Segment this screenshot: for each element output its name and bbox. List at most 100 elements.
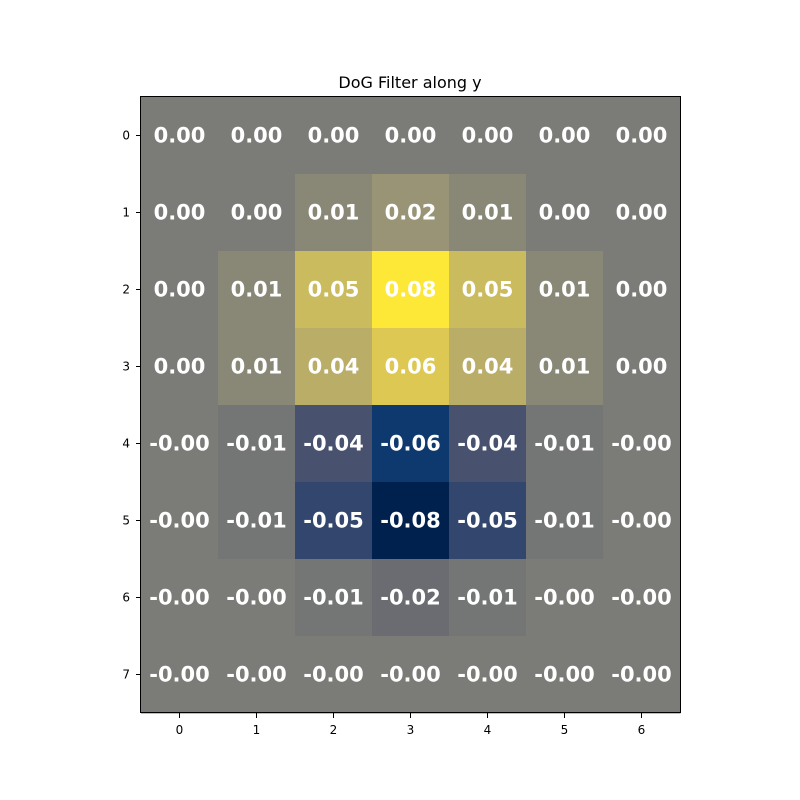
cell-value-label: 0.00: [154, 124, 206, 148]
cell-value-label: -0.00: [149, 432, 210, 456]
heatmap-cell: [372, 251, 450, 329]
heatmap-cell: [526, 482, 604, 560]
cell-value-label: 0.00: [462, 124, 514, 148]
cell-value-label: 0.01: [539, 355, 591, 379]
cell-value-label: -0.01: [534, 509, 595, 533]
x-tick-label: 4: [484, 723, 492, 737]
heatmap-cell: [295, 636, 373, 714]
heatmap-cell: [526, 405, 604, 483]
heatmap-cell: [372, 405, 450, 483]
heatmap-cell: [449, 251, 527, 329]
heatmap-cell: [603, 405, 681, 483]
heatmap-cell: [372, 482, 450, 560]
heatmap-cell: [295, 174, 373, 252]
x-axis: 0 1 2 3 4 5 6: [176, 713, 645, 737]
cell-value-label: -0.04: [303, 432, 364, 456]
heatmap-cell: [526, 559, 604, 637]
heatmap-cell: [218, 482, 296, 560]
cell-value-label: -0.05: [457, 509, 518, 533]
heatmap-cell: [372, 328, 450, 406]
heatmap-cell: [603, 174, 681, 252]
heatmap-cell: [295, 251, 373, 329]
heatmap-cell: [141, 251, 219, 329]
y-tick-label: 5: [122, 514, 130, 528]
cell-value-label: 0.00: [154, 278, 206, 302]
heatmap-cell: [526, 251, 604, 329]
heatmap-cell: [295, 405, 373, 483]
cell-value-label: 0.00: [154, 201, 206, 225]
heatmap-cell: [295, 97, 373, 175]
heatmap-cells: [141, 97, 681, 714]
heatmap-cell: [526, 636, 604, 714]
cell-value-label: -0.01: [226, 432, 287, 456]
cell-value-label: 0.08: [385, 278, 437, 302]
y-tick-label: 4: [122, 437, 130, 451]
y-tick-label: 7: [122, 668, 130, 682]
cell-value-label: 0.04: [462, 355, 514, 379]
heatmap-cell: [372, 559, 450, 637]
cell-value-label: 0.05: [462, 278, 514, 302]
x-tick-label: 2: [330, 723, 338, 737]
cell-value-label: -0.00: [611, 586, 672, 610]
cell-value-label: 0.01: [462, 201, 514, 225]
heatmap-cell: [218, 328, 296, 406]
heatmap-cell: [603, 97, 681, 175]
cell-value-label: 0.01: [539, 278, 591, 302]
cell-value-label: 0.00: [231, 124, 283, 148]
heatmap-cell: [449, 174, 527, 252]
heatmap-cell: [603, 482, 681, 560]
heatmap-cell: [141, 97, 219, 175]
heatmap-cell: [141, 636, 219, 714]
heatmap-cell: [218, 174, 296, 252]
heatmap-cell: [218, 405, 296, 483]
cell-value-label: -0.02: [380, 586, 441, 610]
heatmap-cell: [218, 251, 296, 329]
heatmap-cell: [218, 97, 296, 175]
cell-value-label: 0.01: [231, 355, 283, 379]
cell-value-label: 0.00: [616, 355, 668, 379]
cell-value-label: -0.08: [380, 509, 441, 533]
cell-value-label: -0.00: [611, 663, 672, 687]
heatmap-cell-labels: 0.00 0.00 0.00 0.00 0.00 0.00 0.00 0.00 0.00 0.01…: [149, 124, 672, 687]
x-tick-label: 1: [253, 723, 261, 737]
heatmap-cell: [141, 559, 219, 637]
cell-value-label: -0.00: [380, 663, 441, 687]
heatmap-cell: [141, 174, 219, 252]
heatmap-cell: [603, 636, 681, 714]
heatmap-cell: [141, 405, 219, 483]
cell-value-label: -0.05: [303, 509, 364, 533]
heatmap-cell: [526, 328, 604, 406]
heatmap-cell: [295, 482, 373, 560]
cell-value-label: 0.00: [385, 124, 437, 148]
plot-frame: [140, 96, 681, 713]
cell-value-label: -0.00: [611, 509, 672, 533]
heatmap-cell: [603, 559, 681, 637]
cell-value-label: 0.00: [616, 278, 668, 302]
heatmap-cell: [449, 559, 527, 637]
cell-value-label: 0.01: [231, 278, 283, 302]
cell-value-label: -0.06: [380, 432, 441, 456]
heatmap-cell: [603, 328, 681, 406]
y-tick-label: 3: [122, 360, 130, 374]
heatmap-cell: [295, 328, 373, 406]
cell-value-label: 0.01: [308, 201, 360, 225]
cell-value-label: 0.06: [385, 355, 437, 379]
x-tick-label: 5: [561, 723, 569, 737]
cell-value-label: -0.00: [149, 663, 210, 687]
heatmap-cell: [603, 251, 681, 329]
heatmap-cell: [449, 97, 527, 175]
x-tick-label: 3: [407, 723, 415, 737]
cell-value-label: -0.00: [457, 663, 518, 687]
heatmap-cell: [295, 559, 373, 637]
cell-value-label: -0.00: [226, 663, 287, 687]
heatmap-cell: [372, 636, 450, 714]
cell-value-label: 0.00: [616, 124, 668, 148]
cell-value-label: 0.00: [231, 201, 283, 225]
cell-value-label: -0.04: [457, 432, 518, 456]
cell-value-label: -0.00: [149, 586, 210, 610]
cell-value-label: -0.00: [149, 509, 210, 533]
y-tick-label: 1: [122, 206, 130, 220]
cell-value-label: -0.00: [303, 663, 364, 687]
cell-value-label: -0.00: [226, 586, 287, 610]
heatmap-cell: [449, 405, 527, 483]
